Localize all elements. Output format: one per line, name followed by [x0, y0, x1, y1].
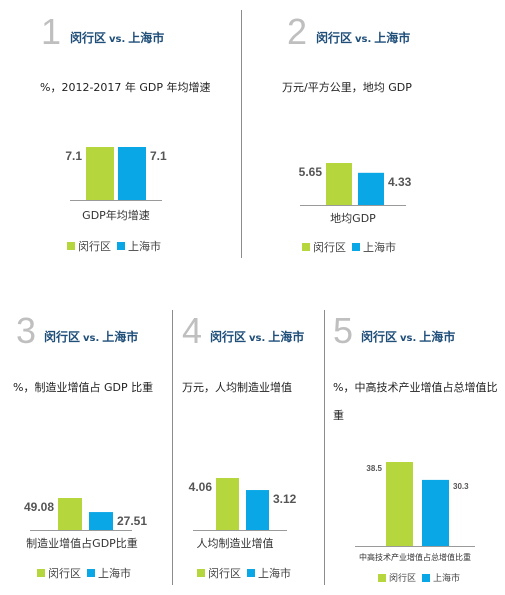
divider-bottom-2: [324, 310, 325, 585]
title-district: 闵行区: [44, 330, 81, 344]
panel-number: 3: [16, 310, 37, 351]
data-label-shanghai: 3.12: [273, 492, 297, 506]
bar-minhang: [326, 163, 352, 205]
legend-label-shanghai: 上海市: [128, 240, 161, 253]
title-district: 闵行区: [210, 330, 247, 344]
legend-label-shanghai: 上海市: [363, 241, 396, 254]
title-district: 闵行区: [70, 31, 107, 45]
legend-swatch-shanghai: [247, 569, 255, 577]
panel-1: 1 闵行区 vs. 上海市 %，2012-2017 年 GDP 年均增速 7.1 7.…: [0, 0, 241, 290]
panel-title: 闵行区 vs. 上海市: [361, 328, 455, 345]
legend-swatch-minhang: [67, 242, 75, 250]
panel-2: 2 闵行区 vs. 上海市 万元/平方公里，地均 GDP 5.65 4.33 地均GDP…: [242, 0, 505, 290]
bar-shanghai: [89, 512, 113, 530]
panel-subtitle: %，中高技术产业增值占总增值比重: [333, 381, 498, 422]
chart-5: 38.5 30.3 中高技术产业增值占总增值比重: [355, 462, 475, 562]
title-city: 上海市: [419, 330, 456, 344]
title-district: 闵行区: [361, 330, 398, 344]
panel-subtitle: 万元/平方公里，地均 GDP: [282, 81, 412, 94]
panel-5: 5 闵行区 vs. 上海市 %，中高技术产业增值占总增值比重 38.5 30.3 中高技…: [325, 300, 505, 595]
bar-minhang: [58, 498, 82, 530]
data-label-minhang: 38.5: [366, 464, 382, 473]
panel-subtitle: %，制造业增值占 GDP 比重: [13, 381, 154, 394]
chart-legend: 闵行区 上海市: [378, 571, 466, 584]
panel-subtitle: 万元，人均制造业增值: [182, 381, 292, 394]
chart-4: 4.06 3.12 人均制造业增值: [189, 478, 297, 550]
x-axis-label: GDP年均增速: [82, 208, 150, 222]
legend-swatch-minhang: [197, 569, 205, 577]
x-axis-label: 中高技术产业增值占总增值比重: [359, 552, 471, 562]
title-vs: vs.: [400, 333, 417, 344]
legend-label-minhang: 闵行区: [78, 240, 111, 253]
legend-swatch-minhang: [378, 573, 386, 582]
title-district: 闵行区: [316, 31, 353, 45]
data-label-shanghai: 30.3: [453, 482, 469, 491]
legend-label-shanghai: 上海市: [433, 574, 461, 584]
legend-label-shanghai: 上海市: [258, 567, 291, 580]
legend-label-minhang: 闵行区: [48, 567, 81, 580]
chart-legend: 闵行区 上海市: [67, 238, 167, 254]
bar-minhang: [216, 478, 239, 530]
panel-title: 闵行区 vs. 上海市: [210, 328, 304, 345]
title-vs: vs.: [109, 34, 126, 45]
legend-swatch-shanghai: [117, 242, 125, 250]
panel-title: 闵行区 vs. 上海市: [44, 328, 138, 345]
bar-minhang: [86, 147, 114, 200]
legend-swatch-shanghai: [422, 573, 431, 582]
chart-legend: 闵行区 上海市: [37, 565, 137, 581]
title-vs: vs.: [249, 333, 266, 344]
legend-swatch-minhang: [302, 243, 310, 251]
divider-bottom-1: [172, 310, 173, 585]
divider-top: [241, 10, 242, 258]
panel-4: 4 闵行区 vs. 上海市 万元，人均制造业增值 4.06 3.12 人均制造业增值 闵…: [173, 300, 324, 595]
title-city: 上海市: [128, 31, 165, 45]
legend-label-shanghai: 上海市: [98, 567, 131, 580]
data-label-minhang: 4.06: [189, 480, 213, 494]
panel-3: 3 闵行区 vs. 上海市 %，制造业增值占 GDP 比重 49.08 27.51 制造…: [0, 300, 172, 595]
bar-shanghai: [246, 490, 269, 530]
x-axis-label: 人均制造业增值: [197, 536, 274, 550]
data-label-shanghai: 4.33: [388, 175, 412, 189]
legend-swatch-minhang: [37, 569, 45, 577]
title-vs: vs.: [355, 34, 372, 45]
legend-label-minhang: 闵行区: [313, 241, 346, 254]
chart-3: 49.08 27.51 制造业增值占GDP比重: [24, 498, 147, 550]
bar-shanghai: [422, 479, 449, 546]
panel-title: 闵行区 vs. 上海市: [316, 29, 410, 46]
bar-shanghai: [358, 172, 384, 205]
panel-number: 5: [333, 310, 354, 351]
bar-minhang: [386, 462, 413, 546]
legend-label-minhang: 闵行区: [389, 574, 417, 584]
panel-subtitle: %，2012-2017 年 GDP 年均增速: [40, 81, 211, 94]
chart-1: 7.1 7.1 GDP年均增速: [65, 147, 167, 222]
chart-legend: 闵行区 上海市: [302, 239, 402, 255]
legend-swatch-shanghai: [352, 243, 360, 251]
data-label-minhang: 7.1: [65, 149, 82, 163]
x-axis-label: 地均GDP: [330, 212, 376, 225]
bar-shanghai: [118, 147, 146, 200]
panel-number: 1: [41, 11, 62, 52]
title-vs: vs.: [83, 333, 100, 344]
title-city: 上海市: [268, 330, 305, 344]
data-label-minhang: 49.08: [24, 500, 54, 514]
chart-2: 5.65 4.33 地均GDP: [299, 163, 412, 225]
title-city: 上海市: [102, 330, 139, 344]
panel-number: 2: [287, 11, 308, 52]
x-axis-label: 制造业增值占GDP比重: [26, 536, 138, 550]
legend-label-minhang: 闵行区: [208, 567, 241, 580]
chart-legend: 闵行区 上海市: [197, 565, 297, 581]
panel-title: 闵行区 vs. 上海市: [70, 29, 164, 46]
data-label-shanghai: 27.51: [117, 514, 147, 528]
data-label-minhang: 5.65: [299, 165, 323, 179]
data-label-shanghai: 7.1: [150, 149, 167, 163]
legend-swatch-shanghai: [87, 569, 95, 577]
title-city: 上海市: [374, 31, 411, 45]
panel-number: 4: [182, 310, 203, 351]
